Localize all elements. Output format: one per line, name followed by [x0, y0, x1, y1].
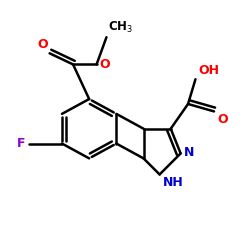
Text: OH: OH	[198, 64, 220, 77]
Text: F: F	[17, 137, 25, 150]
Text: O: O	[37, 38, 48, 51]
Text: N: N	[184, 146, 194, 159]
Text: O: O	[217, 113, 228, 126]
Text: CH$_3$: CH$_3$	[108, 20, 134, 35]
Text: NH: NH	[162, 176, 183, 190]
Text: O: O	[99, 58, 110, 71]
